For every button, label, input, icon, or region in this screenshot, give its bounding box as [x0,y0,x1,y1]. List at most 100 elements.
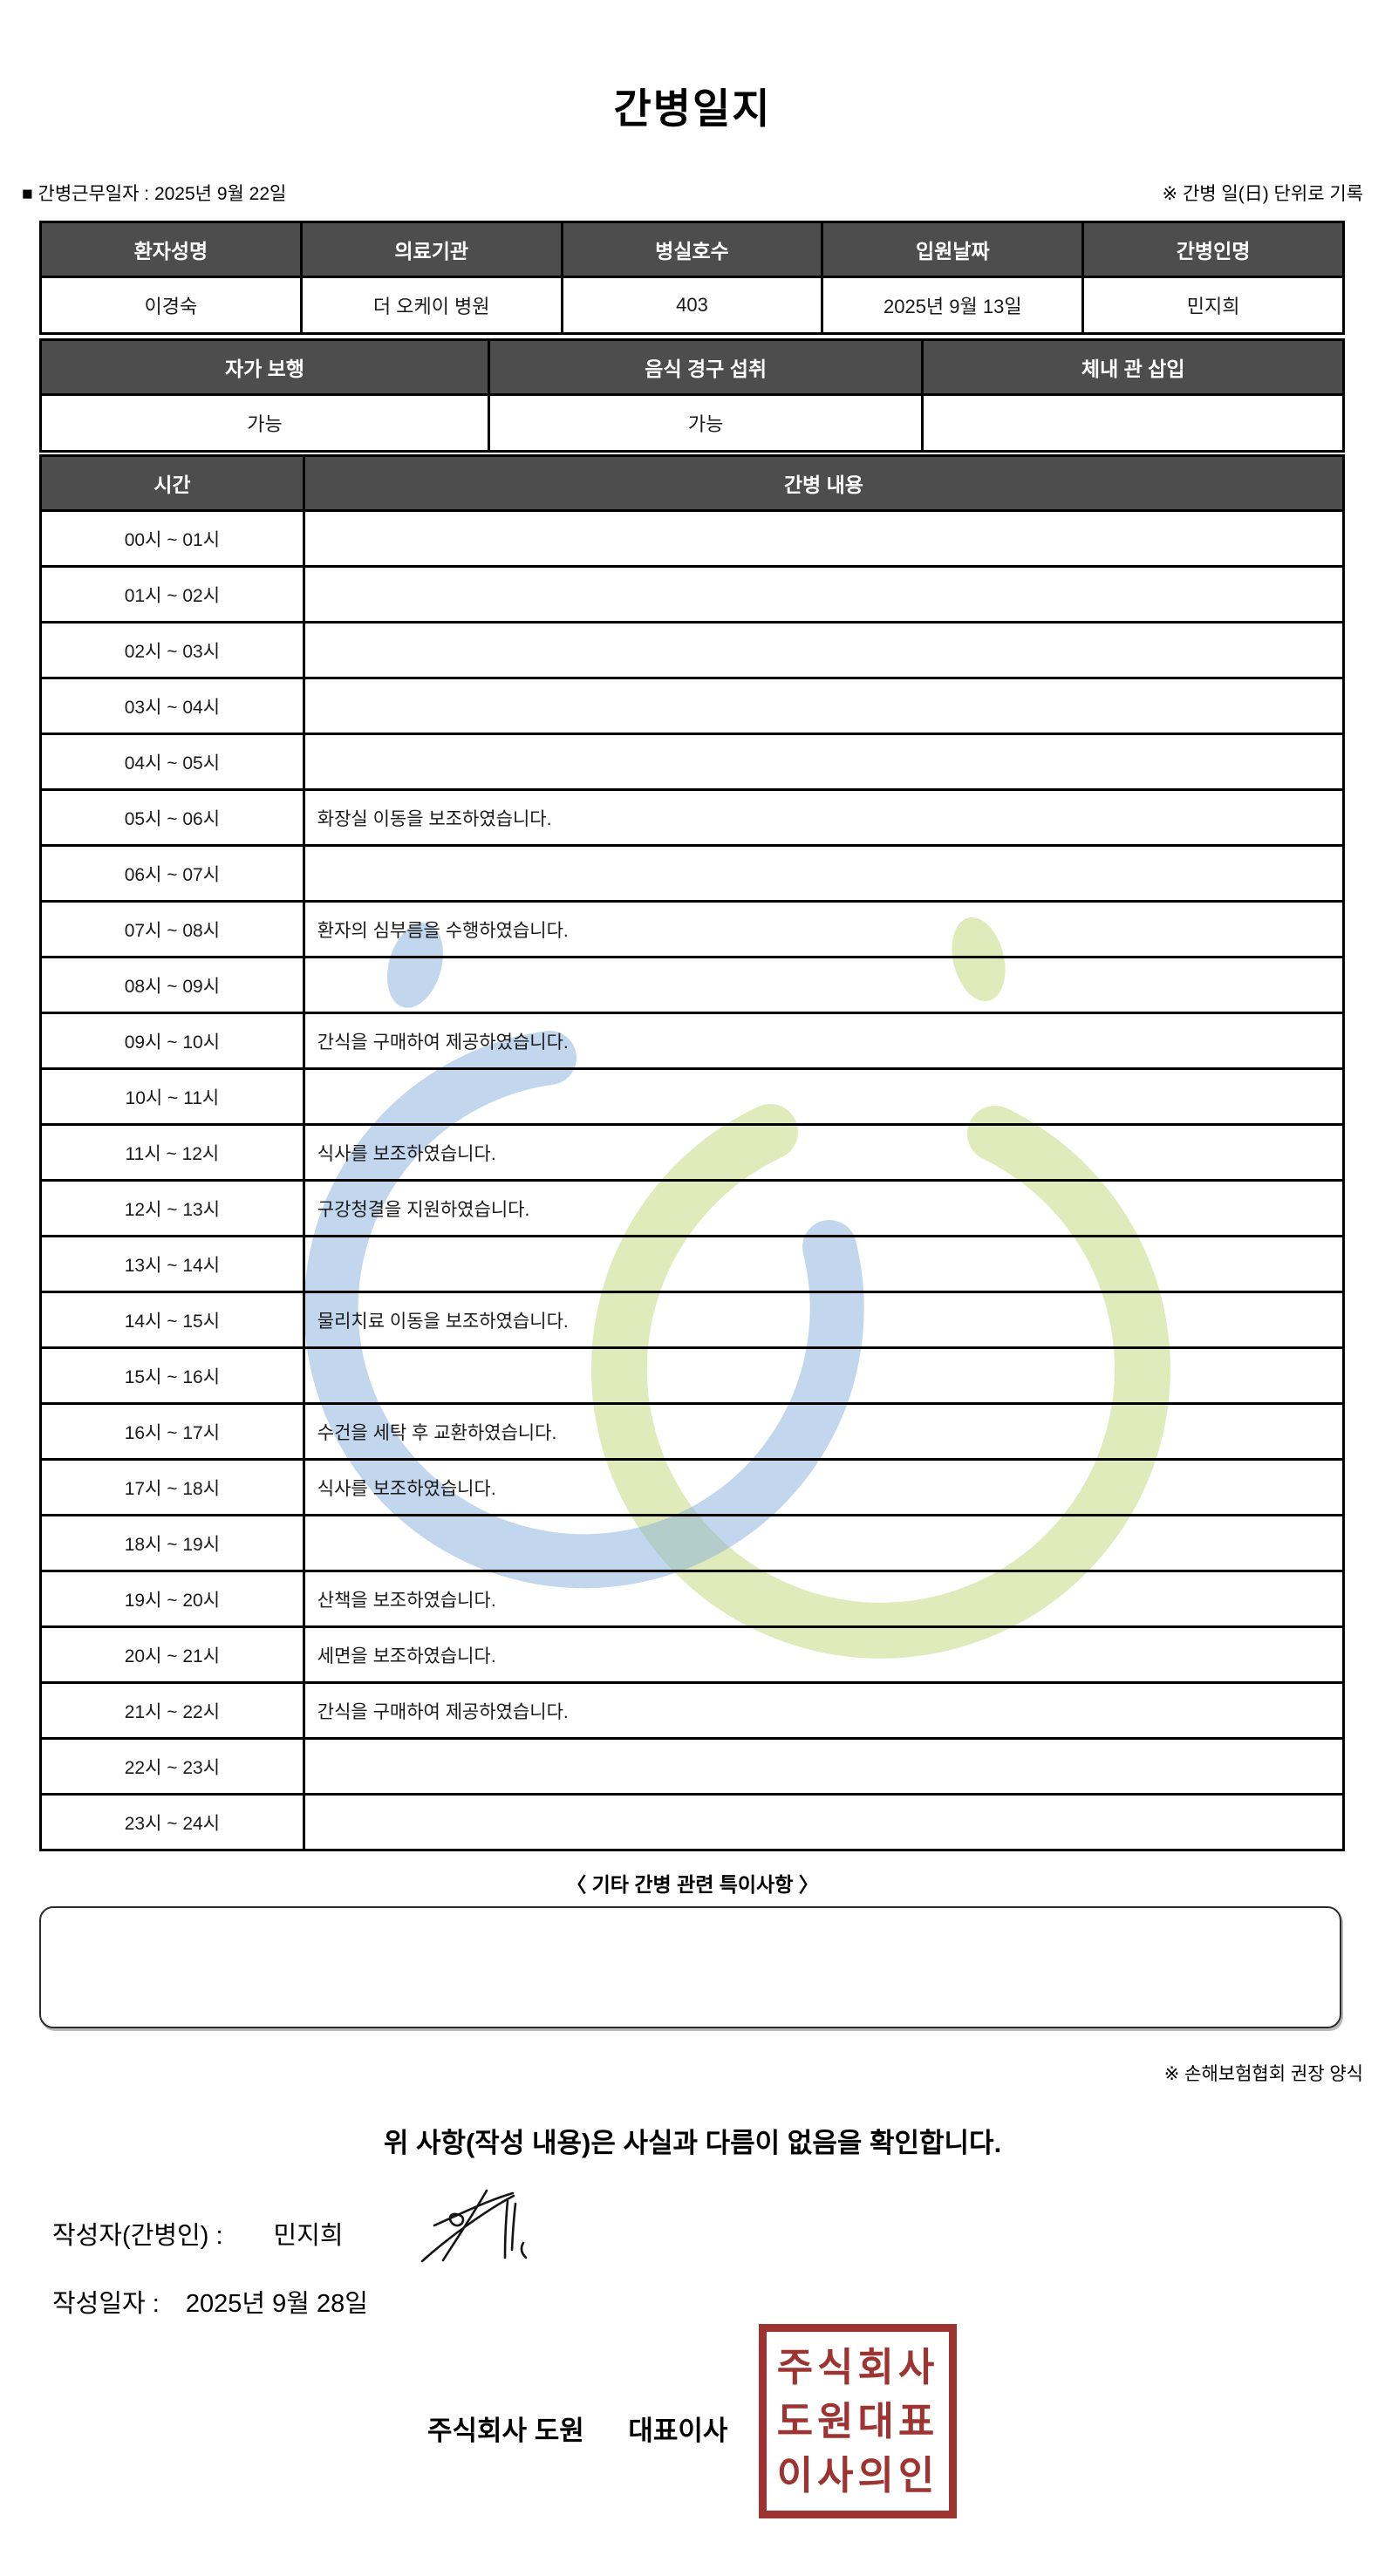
care-content: 산책을 보조하였습니다. [302,1570,1346,1628]
care-row: 03시 ~ 04시 [39,677,1346,735]
care-row: 09시 ~ 10시 간식을 구매하여 제공하였습니다. [39,1012,1346,1070]
writer-row: 작성자(간병인) : 민지희 [52,2215,344,2252]
care-header-content: 간병 내용 [302,454,1346,512]
status-header-oral-intake: 음식 경구 섭취 [487,338,924,396]
care-time: 22시 ~ 23시 [39,1737,305,1796]
info-header-caregiver-name: 간병인명 [1081,221,1345,278]
care-content [302,565,1346,624]
care-time: 19시 ~ 20시 [39,1570,305,1628]
info-value-caregiver-name: 민지희 [1081,276,1345,335]
care-row: 23시 ~ 24시 [39,1793,1346,1851]
care-time: 20시 ~ 21시 [39,1625,305,1684]
patient-status-table: 자가 보행 음식 경구 섭취 체내 관 삽입 가능 가능 [39,338,1345,453]
care-time: 06시 ~ 07시 [39,844,305,903]
writer-label: 작성자(간병인) : [52,2222,223,2250]
special-notes-title: 〈 기타 간병 관련 특이사항 〉 [566,1873,819,1896]
info-header-row: 환자성명 의료기관 병실호수 입원날짜 간병인명 [39,221,1345,278]
confirmation-statement: 위 사항(작성 내용)은 사실과 다름이 없음을 확인합니다. [383,2128,1002,2158]
care-time: 03시 ~ 04시 [39,677,305,735]
care-header-time: 시간 [39,454,305,512]
hourly-care-table: 시간 간병 내용 00시 ~ 01시 01시 ~ 02시 02시 ~ 03시 0… [39,454,1346,1851]
care-row: 04시 ~ 05시 [39,733,1346,791]
written-date-value: 2025년 9월 28일 [185,2290,368,2318]
care-content [302,844,1346,903]
care-header-row: 시간 간병 내용 [39,454,1346,512]
care-content: 간식을 구매하여 제공하였습니다. [302,1681,1346,1740]
care-time: 02시 ~ 03시 [39,621,305,679]
care-time: 00시 ~ 01시 [39,509,305,568]
care-content [302,1346,1346,1405]
status-value-self-walking: 가능 [39,393,490,453]
care-content [302,621,1346,679]
status-header-tube-insertion: 체내 관 삽입 [921,338,1345,396]
care-content [302,956,1346,1014]
care-time: 08시 ~ 09시 [39,956,305,1014]
written-date-label: 작성일자 : [52,2290,160,2318]
company-row: 주식회사 도원 대표이사 [427,2409,727,2448]
info-header-admission-date: 입원날짜 [821,221,1085,278]
care-content: 세면을 보조하였습니다. [302,1625,1346,1684]
special-notes-box [39,1906,1341,2028]
care-content [302,1793,1346,1851]
care-content [302,1737,1346,1796]
status-header-self-walking: 자가 보행 [39,338,490,396]
care-row: 19시 ~ 20시 산책을 보조하였습니다. [39,1570,1346,1628]
care-row: 14시 ~ 15시 물리치료 이동을 보조하였습니다. [39,1291,1346,1349]
info-header-patient-name: 환자성명 [39,221,303,278]
care-row: 00시 ~ 01시 [39,509,1346,568]
care-row: 17시 ~ 18시 식사를 보조하였습니다. [39,1458,1346,1516]
care-row: 06시 ~ 07시 [39,844,1346,903]
handwritten-signature [420,2189,528,2263]
care-row: 22시 ~ 23시 [39,1737,1346,1796]
care-time: 23시 ~ 24시 [39,1793,305,1851]
care-row: 16시 ~ 17시 수건을 세탁 후 교환하였습니다. [39,1402,1346,1461]
care-content: 간식을 구매하여 제공하였습니다. [302,1012,1346,1070]
care-time: 09시 ~ 10시 [39,1012,305,1070]
unit-note-label: ※ 간병 일(日) 단위로 기록 [1162,184,1363,204]
care-row: 20시 ~ 21시 세면을 보조하였습니다. [39,1625,1346,1684]
patient-info-table: 환자성명 의료기관 병실호수 입원날짜 간병인명 이경숙 더 오케이 병원 40… [39,221,1345,335]
care-content: 화장실 이동을 보조하였습니다. [302,788,1346,847]
info-value-admission-date: 2025년 9월 13일 [821,276,1085,335]
care-content [302,677,1346,735]
stamp-line-1: 주식회사 [776,2344,939,2389]
care-content: 식사를 보조하였습니다. [302,1123,1346,1182]
care-content: 식사를 보조하였습니다. [302,1458,1346,1516]
care-content: 수건을 세탁 후 교환하였습니다. [302,1402,1346,1461]
recommended-form-note: ※ 손해보험협회 권장 양식 [1163,2064,1363,2084]
care-row: 15시 ~ 16시 [39,1346,1346,1405]
status-header-row: 자가 보행 음식 경구 섭취 체내 관 삽입 [39,338,1345,396]
care-row: 21시 ~ 22시 간식을 구매하여 제공하였습니다. [39,1681,1346,1740]
care-time: 17시 ~ 18시 [39,1458,305,1516]
info-value-row: 이경숙 더 오케이 병원 403 2025년 9월 13일 민지희 [39,276,1345,335]
care-content: 구강청결을 지원하였습니다. [302,1179,1346,1237]
care-time: 21시 ~ 22시 [39,1681,305,1740]
care-time: 07시 ~ 08시 [39,900,305,958]
care-content: 물리치료 이동을 보조하였습니다. [302,1291,1346,1349]
stamp-line-3: 이사의인 [776,2452,939,2498]
care-row: 12시 ~ 13시 구강청결을 지원하였습니다. [39,1179,1346,1237]
written-date-row: 작성일자 : 2025년 9월 28일 [52,2283,368,2320]
care-row: 11시 ~ 12시 식사를 보조하였습니다. [39,1123,1346,1182]
care-time: 04시 ~ 05시 [39,733,305,791]
work-date-label: ■ 간병근무일자 : 2025년 9월 22일 [22,184,287,204]
care-time: 11시 ~ 12시 [39,1123,305,1182]
status-value-tube-insertion [921,393,1345,453]
care-content [302,509,1346,568]
info-value-room-number: 403 [560,276,824,335]
care-row: 08시 ~ 09시 [39,956,1346,1014]
status-value-oral-intake: 가능 [487,393,924,453]
company-ceo-title: 대표이사 [628,2416,728,2446]
status-value-row: 가능 가능 [39,393,1345,453]
writer-name: 민지희 [273,2222,344,2250]
care-time: 01시 ~ 02시 [39,565,305,624]
info-header-room-number: 병실호수 [560,221,824,278]
care-content [302,1235,1346,1293]
care-row: 07시 ~ 08시 환자의 심부름을 수행하였습니다. [39,900,1346,958]
care-time: 16시 ~ 17시 [39,1402,305,1461]
care-time: 05시 ~ 06시 [39,788,305,847]
care-row: 18시 ~ 19시 [39,1514,1346,1572]
info-value-institution: 더 오케이 병원 [299,276,563,335]
page-title: 간병일지 [613,85,772,132]
care-row: 10시 ~ 11시 [39,1067,1346,1126]
